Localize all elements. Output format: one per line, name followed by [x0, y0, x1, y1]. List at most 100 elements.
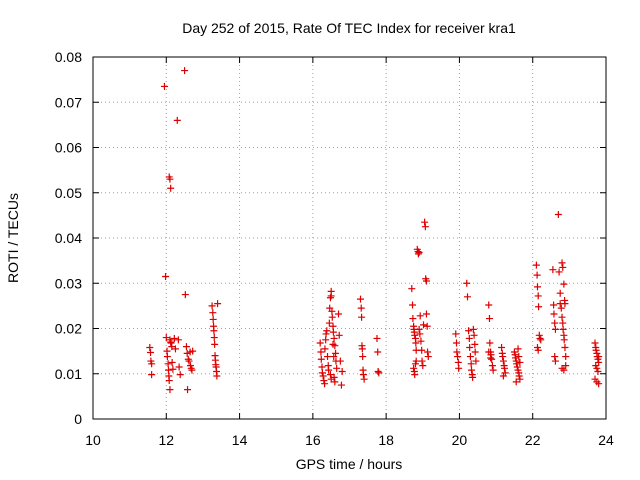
data-point — [415, 248, 423, 256]
data-point — [162, 272, 170, 280]
grid-lines — [93, 57, 606, 419]
data-point — [489, 366, 497, 374]
data-point — [471, 348, 479, 356]
data-point — [592, 346, 600, 354]
data-point — [335, 310, 343, 318]
data-point — [561, 300, 569, 308]
data-point — [166, 175, 174, 183]
data-point — [422, 277, 430, 285]
data-point — [488, 355, 496, 363]
data-point — [487, 354, 495, 362]
data-point — [556, 289, 564, 297]
tick-labels: 10 12 14 16 18 20 22 24 0 0.01 0.02 0.03 0.04 0.05 0.0… — [55, 49, 614, 448]
data-point — [560, 280, 568, 288]
data-point — [513, 363, 521, 371]
data-point — [515, 372, 523, 380]
data-point — [472, 357, 480, 365]
data-points — [146, 67, 603, 394]
data-point — [408, 285, 416, 293]
x-tick-label: 12 — [158, 432, 174, 448]
data-point — [455, 364, 463, 372]
data-point — [453, 348, 461, 356]
data-point — [336, 357, 344, 365]
data-point — [468, 366, 476, 374]
data-point — [534, 346, 542, 354]
data-point — [421, 218, 429, 226]
data-point — [188, 366, 196, 374]
data-point — [325, 319, 333, 327]
data-point — [410, 364, 418, 372]
data-point — [535, 303, 543, 311]
data-point — [555, 268, 563, 276]
data-point — [359, 371, 367, 379]
data-point — [516, 375, 524, 383]
data-point — [498, 344, 506, 352]
data-point — [146, 344, 154, 352]
data-point — [164, 360, 172, 368]
data-point — [374, 367, 382, 375]
data-point — [593, 364, 601, 372]
data-point — [533, 283, 541, 291]
data-point — [329, 328, 337, 336]
data-point — [337, 381, 345, 389]
data-point — [486, 339, 494, 347]
data-point — [214, 300, 222, 308]
data-point — [467, 360, 475, 368]
data-point — [500, 364, 508, 372]
data-point — [321, 345, 329, 353]
data-point — [322, 336, 330, 344]
data-point — [328, 313, 336, 321]
data-point — [560, 336, 568, 344]
x-tick-label: 14 — [232, 432, 248, 448]
data-point — [211, 340, 219, 348]
data-point — [182, 343, 190, 351]
data-point — [210, 327, 218, 335]
data-point — [166, 386, 174, 394]
data-point — [213, 372, 221, 380]
data-point — [328, 307, 336, 315]
data-point — [423, 322, 431, 330]
data-point — [316, 339, 324, 347]
data-point — [325, 366, 333, 374]
data-point — [537, 336, 545, 344]
data-point — [319, 372, 327, 380]
data-point — [485, 301, 493, 309]
data-point — [514, 345, 522, 353]
data-point — [536, 334, 544, 342]
data-point — [471, 340, 479, 348]
data-point — [469, 373, 477, 381]
data-point — [424, 348, 432, 356]
data-point — [513, 360, 521, 368]
data-point — [420, 321, 428, 329]
data-point — [557, 304, 565, 312]
y-tick-label: 0.08 — [55, 49, 82, 65]
y-tick-label: 0.02 — [55, 321, 82, 337]
data-point — [562, 362, 570, 370]
data-point — [174, 336, 182, 344]
data-point — [550, 301, 558, 309]
data-point — [184, 386, 192, 394]
data-point — [485, 348, 493, 356]
data-point — [470, 331, 478, 339]
data-point — [515, 353, 523, 361]
data-point — [454, 353, 462, 361]
data-point — [416, 330, 424, 338]
data-point — [323, 327, 331, 335]
data-point — [373, 334, 381, 342]
data-point — [558, 259, 566, 267]
data-point — [534, 292, 542, 300]
data-point — [210, 334, 218, 342]
data-point — [147, 348, 155, 356]
data-point — [171, 345, 179, 353]
data-point — [320, 377, 328, 385]
data-point — [335, 331, 343, 339]
data-point — [452, 330, 460, 338]
data-point — [160, 82, 168, 90]
x-tick-label: 24 — [598, 432, 614, 448]
data-point — [167, 339, 175, 347]
data-point — [488, 362, 496, 370]
data-point — [375, 369, 383, 377]
x-tick-label: 18 — [378, 432, 394, 448]
data-point — [321, 380, 329, 388]
